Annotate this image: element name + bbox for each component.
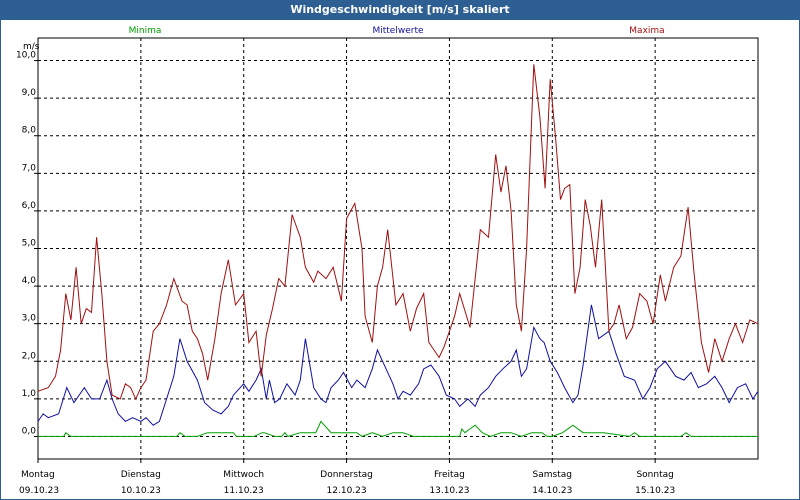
legend: Minima Mittelwerte Maxima	[129, 26, 665, 36]
x-tick-date: 12.10.23	[327, 486, 367, 496]
x-tick-day: Freitag	[434, 470, 465, 480]
y-tick-label: 10,0	[16, 51, 36, 61]
legend-entry-mittelwerte: Mittelwerte	[372, 26, 423, 36]
y-tick-label: 7,0	[22, 163, 37, 173]
chart-title: Windgeschwindigkeit [m/s] skaliert	[0, 0, 800, 20]
y-tick-label: 2,0	[22, 351, 37, 361]
y-tick-label: 5,0	[22, 239, 37, 249]
y-tick-label: 9,0	[22, 88, 37, 98]
y-axis-labels: 0,0 1,0 2,0 3,0 4,0 5,0 6,0 7,0 8,0 9,0 10,0	[16, 51, 36, 437]
x-tick-date: 15.10.23	[635, 486, 675, 496]
y-tick-label: 4,0	[22, 276, 37, 286]
series-line-mittelwerte	[37, 304, 759, 426]
y-axis-unit: m/s	[23, 42, 40, 52]
y-tick-label: 8,0	[22, 126, 37, 136]
y-tick-label: 0,0	[22, 426, 37, 436]
x-tick-day: Samstag	[533, 470, 572, 480]
x-tick-date: 14.10.23	[532, 486, 572, 496]
series-line-minima	[38, 420, 758, 437]
x-axis-labels: Montag 09.10.23 Dienstag 10.10.23 Mittwoch 11…	[19, 470, 675, 496]
x-tick-day: Sonntag	[636, 470, 673, 480]
x-tick-date: 13.10.23	[429, 486, 469, 496]
y-tick-label: 1,0	[22, 389, 37, 399]
series-line-maxima	[37, 64, 759, 401]
x-tick-day: Mittwoch	[223, 470, 264, 480]
legend-entry-maxima: Maxima	[629, 26, 664, 36]
series-lines	[37, 64, 759, 437]
x-tick-date: 09.10.23	[19, 486, 59, 496]
x-tick-day: Donnerstag	[320, 470, 373, 480]
x-tick-day: Dienstag	[121, 470, 161, 480]
legend-entry-minima: Minima	[129, 26, 162, 36]
x-tick-date: 11.10.23	[224, 486, 264, 496]
x-tick-day: Montag	[21, 470, 55, 480]
x-tick-date: 10.10.23	[121, 486, 161, 496]
y-tick-label: 3,0	[22, 314, 37, 324]
y-tick-label: 6,0	[22, 201, 37, 211]
